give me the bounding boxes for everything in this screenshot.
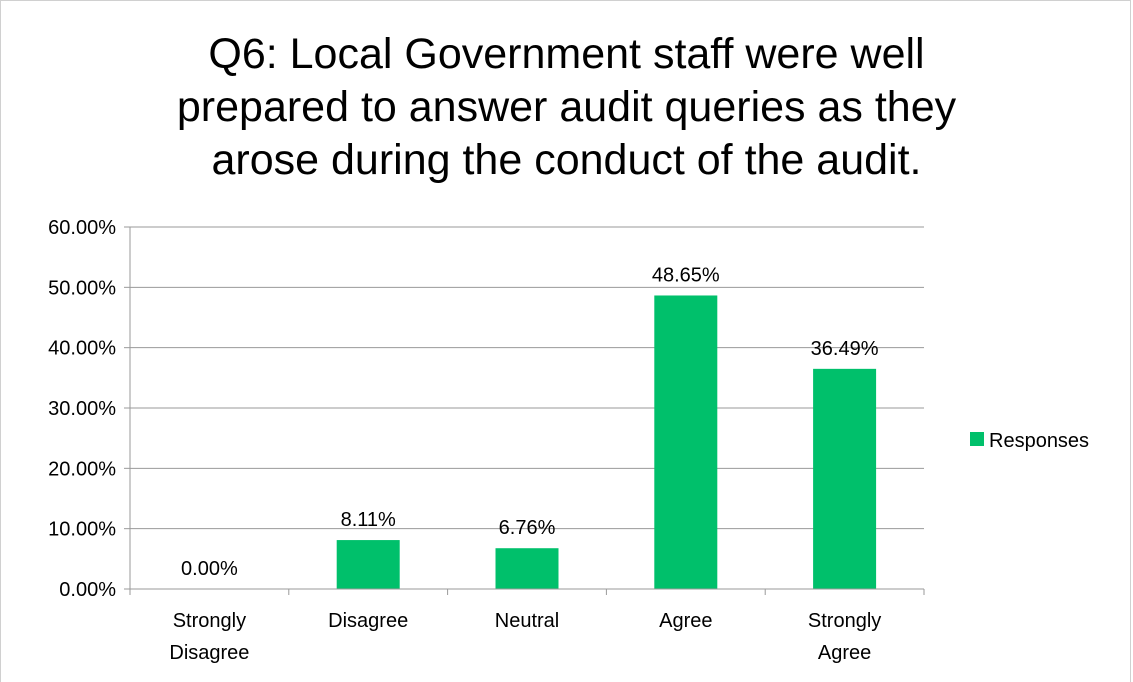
y-tick-label: 50.00% — [48, 277, 116, 299]
data-label: 36.49% — [811, 338, 879, 360]
x-tick-label-line: Neutral — [495, 610, 559, 632]
x-tick-label: Neutral — [495, 610, 559, 632]
bars — [336, 295, 877, 589]
axes: 0.00% 10.00% 20.00% 30.00% 40.00% 50.00% 60.00… — [48, 217, 925, 664]
data-label: 0.00% — [181, 558, 238, 580]
x-tick-label-line: Agree — [659, 610, 712, 632]
x-tick-label: Agree — [659, 610, 712, 632]
bar — [495, 548, 559, 589]
x-tick-label: Strongly Disagree — [169, 610, 249, 664]
data-labels: 0.00% 8.11% 6.76% 48.65% 36.49% — [181, 264, 879, 580]
x-tick-label-line: Disagree — [169, 642, 249, 664]
y-tick-label: 60.00% — [48, 217, 116, 239]
data-label: 48.65% — [652, 264, 720, 286]
x-tick-label-line: Strongly — [808, 610, 881, 632]
y-tick-label: 10.00% — [48, 519, 116, 541]
x-tick-label: Disagree — [328, 610, 408, 632]
x-tick-label-line: Agree — [818, 642, 871, 664]
gridlines — [130, 226, 924, 530]
legend-swatch — [970, 432, 984, 446]
bar — [654, 295, 718, 589]
y-tick-label: 0.00% — [59, 579, 116, 601]
x-tick-label-line: Disagree — [328, 610, 408, 632]
data-label: 8.11% — [341, 509, 396, 531]
bar — [336, 540, 400, 589]
x-tick-label: Strongly Agree — [808, 610, 881, 664]
x-tick-label-line: Strongly — [173, 610, 246, 632]
legend-label: Responses — [989, 430, 1089, 452]
chart-title: Q6: Local Government staff were well pre… — [176, 30, 957, 184]
data-label: 6.76% — [499, 517, 556, 539]
legend: Responses — [970, 430, 1089, 452]
y-tick-label: 40.00% — [48, 338, 116, 360]
bar — [813, 368, 877, 589]
y-tick-label: 20.00% — [48, 458, 116, 480]
y-tick-label: 30.00% — [48, 398, 116, 420]
